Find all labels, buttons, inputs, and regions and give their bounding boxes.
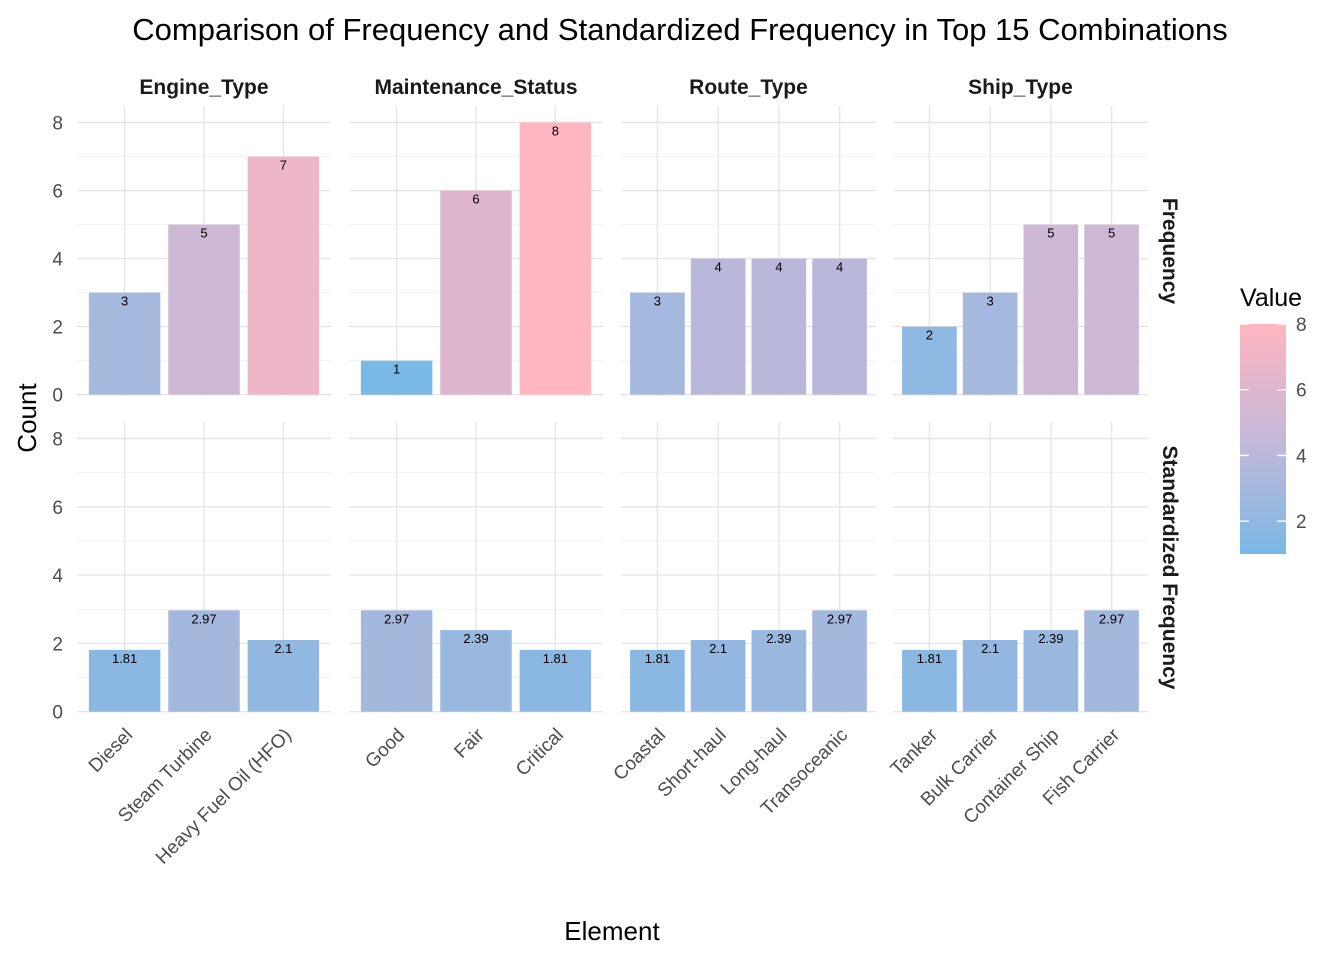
x-axis-title: Element xyxy=(564,916,660,946)
bar-value-label: 3 xyxy=(654,294,661,309)
bar-value-label: 1 xyxy=(393,362,400,377)
legend-tick-label: 2 xyxy=(1296,512,1307,533)
bar-value-label: 2 xyxy=(926,328,933,343)
legend-title: Value xyxy=(1240,284,1302,312)
legend-colorbar xyxy=(1240,324,1286,554)
bar-value-label: 6 xyxy=(472,192,479,207)
bar-value-label: 5 xyxy=(200,226,207,241)
bar-frequency-steam-turbine xyxy=(168,224,240,395)
facet-label-0: Engine_Type xyxy=(139,76,268,99)
bar-frequency-coastal xyxy=(630,292,685,395)
bar-value-label: 8 xyxy=(552,124,559,139)
y-tick-label: 2 xyxy=(52,634,63,655)
bar-value-label: 2.1 xyxy=(709,641,727,656)
y-tick-label: 8 xyxy=(52,114,63,135)
x-tick-label: Diesel xyxy=(85,725,137,777)
legend-tick-label: 6 xyxy=(1296,381,1307,402)
bar-standardized-frequency-coastal xyxy=(630,649,685,712)
y-tick-label: 0 xyxy=(52,386,63,407)
facet-label-1: Maintenance_Status xyxy=(374,76,577,99)
bar-frequency-container-ship xyxy=(1023,224,1079,395)
bar-frequency-short-haul xyxy=(690,258,746,395)
facet-label-3: Ship_Type xyxy=(968,76,1073,99)
row-facet-label-1: Standardized Frequency xyxy=(1158,446,1181,690)
bar-value-label: 3 xyxy=(121,294,128,309)
bar-value-label: 4 xyxy=(775,260,782,275)
bar-value-label: 2.39 xyxy=(1038,631,1063,646)
bar-standardized-frequency-critical xyxy=(519,649,592,712)
bar-value-label: 2.97 xyxy=(191,611,216,626)
bar-value-label: 2.39 xyxy=(463,631,488,646)
bar-standardized-frequency-fair xyxy=(440,630,512,712)
y-axis-title: Count xyxy=(12,383,42,453)
x-tick-label: Coastal xyxy=(610,725,670,785)
y-tick-label: 8 xyxy=(52,430,63,451)
bar-frequency-diesel xyxy=(88,292,161,395)
bar-value-label: 1.81 xyxy=(543,651,568,666)
bar-value-label: 2.97 xyxy=(1099,611,1124,626)
bar-standardized-frequency-fish-carrier xyxy=(1084,610,1139,712)
bar-value-label: 7 xyxy=(280,158,287,173)
bar-standardized-frequency-heavy-fuel-oil-hfo- xyxy=(247,639,320,712)
bar-frequency-fish-carrier xyxy=(1084,224,1139,395)
x-tick-label: Fair xyxy=(451,724,489,762)
y-tick-label: 4 xyxy=(52,250,63,271)
x-tick-label: Heavy Fuel Oil (HFO) xyxy=(152,725,296,869)
bar-value-label: 2.1 xyxy=(981,641,999,656)
y-tick-label: 4 xyxy=(52,566,63,587)
bar-value-label: 5 xyxy=(1108,226,1115,241)
y-tick-label: 2 xyxy=(52,318,63,339)
bar-frequency-good xyxy=(360,360,433,395)
y-tick-label: 0 xyxy=(52,703,63,724)
bar-standardized-frequency-transoceanic xyxy=(812,610,867,712)
bar-frequency-tanker xyxy=(902,326,957,395)
bar-standardized-frequency-container-ship xyxy=(1023,630,1079,712)
bar-frequency-long-haul xyxy=(751,258,807,395)
bar-value-label: 1.81 xyxy=(645,651,670,666)
y-tick-label: 6 xyxy=(52,182,63,203)
bar-frequency-heavy-fuel-oil-hfo- xyxy=(247,156,320,395)
bar-standardized-frequency-diesel xyxy=(88,649,161,712)
legend-tick-label: 8 xyxy=(1296,315,1307,336)
bar-frequency-critical xyxy=(519,122,592,395)
legend-tick-label: 4 xyxy=(1296,446,1307,467)
bar-frequency-fair xyxy=(440,190,512,395)
bar-value-label: 3 xyxy=(987,294,994,309)
bar-standardized-frequency-bulk-carrier xyxy=(962,639,1018,712)
bar-standardized-frequency-tanker xyxy=(902,649,957,712)
facet-label-2: Route_Type xyxy=(689,76,808,99)
bar-value-label: 2.1 xyxy=(274,641,292,656)
bar-standardized-frequency-steam-turbine xyxy=(168,610,240,712)
bar-standardized-frequency-long-haul xyxy=(751,630,807,712)
bar-value-label: 2.97 xyxy=(384,611,409,626)
bar-value-label: 5 xyxy=(1047,226,1054,241)
bar-value-label: 2.39 xyxy=(766,631,791,646)
chart-title: Comparison of Frequency and Standardized… xyxy=(132,12,1227,47)
bar-value-label: 4 xyxy=(836,260,843,275)
bar-frequency-transoceanic xyxy=(812,258,867,395)
row-facet-label-0: Frequency xyxy=(1158,198,1181,305)
bar-standardized-frequency-short-haul xyxy=(690,639,746,712)
color-legend: Value 2 4 6 8 xyxy=(1240,284,1307,554)
bar-value-label: 4 xyxy=(715,260,722,275)
x-tick-label: Critical xyxy=(512,725,568,781)
bar-value-label: 1.81 xyxy=(917,651,942,666)
bar-value-label: 1.81 xyxy=(112,651,137,666)
x-tick-label: Good xyxy=(361,725,409,773)
bar-standardized-frequency-good xyxy=(360,610,433,712)
y-tick-label: 6 xyxy=(52,498,63,519)
x-tick-label: Tanker xyxy=(887,724,943,780)
bar-value-label: 2.97 xyxy=(827,611,852,626)
bar-frequency-bulk-carrier xyxy=(962,292,1018,395)
